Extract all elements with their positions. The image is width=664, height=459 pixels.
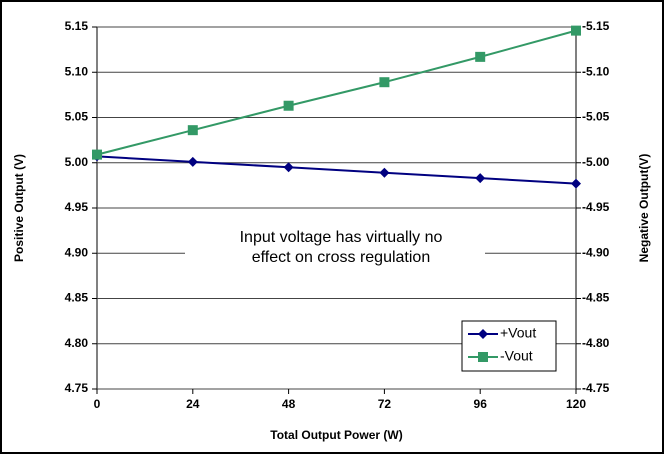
x-tick-label: 24 bbox=[186, 397, 200, 411]
y2-tick-label: -4.95 bbox=[582, 200, 610, 214]
legend-box bbox=[461, 320, 557, 372]
legend-marker bbox=[478, 352, 488, 362]
y-axis-title: Positive Output (V) bbox=[12, 154, 26, 262]
point bbox=[379, 77, 390, 88]
y-tick-label: 4.90 bbox=[65, 245, 89, 259]
y-tick-label: 4.80 bbox=[65, 336, 89, 350]
point bbox=[475, 51, 486, 62]
y2-tick-label: -5.10 bbox=[582, 64, 610, 78]
y-tick-label: 4.75 bbox=[65, 381, 89, 395]
y-tick-label: 4.95 bbox=[65, 200, 89, 214]
point bbox=[571, 178, 581, 189]
annotation-box bbox=[185, 219, 485, 273]
y2-tick-label: -4.85 bbox=[582, 291, 610, 305]
point bbox=[283, 162, 294, 173]
legend-marker bbox=[478, 329, 488, 339]
point bbox=[187, 125, 198, 136]
annotation: Input voltage has virtually no bbox=[240, 229, 443, 246]
point bbox=[475, 173, 486, 184]
y-tick-label: 5.10 bbox=[65, 64, 89, 78]
x-tick-label: 48 bbox=[282, 397, 296, 411]
point bbox=[283, 100, 294, 111]
y2-tick-label: -5.00 bbox=[582, 155, 610, 169]
legend-label: +Vout bbox=[500, 325, 536, 341]
point bbox=[187, 156, 198, 167]
x-tick-label: 120 bbox=[566, 397, 586, 411]
point bbox=[92, 149, 102, 160]
y-tick-label: 5.00 bbox=[65, 155, 89, 169]
annotation: effect on cross regulation bbox=[252, 249, 430, 266]
x-axis-title: Total Output Power (W) bbox=[270, 428, 402, 442]
y2-tick-label: -5.05 bbox=[582, 110, 610, 124]
y2-tick-label: -4.80 bbox=[582, 336, 610, 350]
series-line bbox=[96, 29, 577, 156]
point bbox=[571, 25, 581, 36]
y-tick-label: 5.05 bbox=[65, 110, 89, 124]
y-tick-label: 5.15 bbox=[65, 19, 89, 33]
x-tick-label: 96 bbox=[474, 397, 488, 411]
series-line bbox=[96, 155, 577, 185]
y2-tick-label: -5.15 bbox=[582, 19, 610, 33]
legend-label: -Vout bbox=[500, 348, 533, 364]
point bbox=[379, 167, 390, 178]
y-tick-label: 4.85 bbox=[65, 291, 89, 305]
x-tick-label: 0 bbox=[94, 397, 101, 411]
x-tick-label: 72 bbox=[378, 397, 392, 411]
y2-tick-label: -4.75 bbox=[582, 381, 610, 395]
y2-axis-title: Negative Output(V) bbox=[637, 154, 651, 263]
y2-tick-label: -4.90 bbox=[582, 245, 610, 259]
